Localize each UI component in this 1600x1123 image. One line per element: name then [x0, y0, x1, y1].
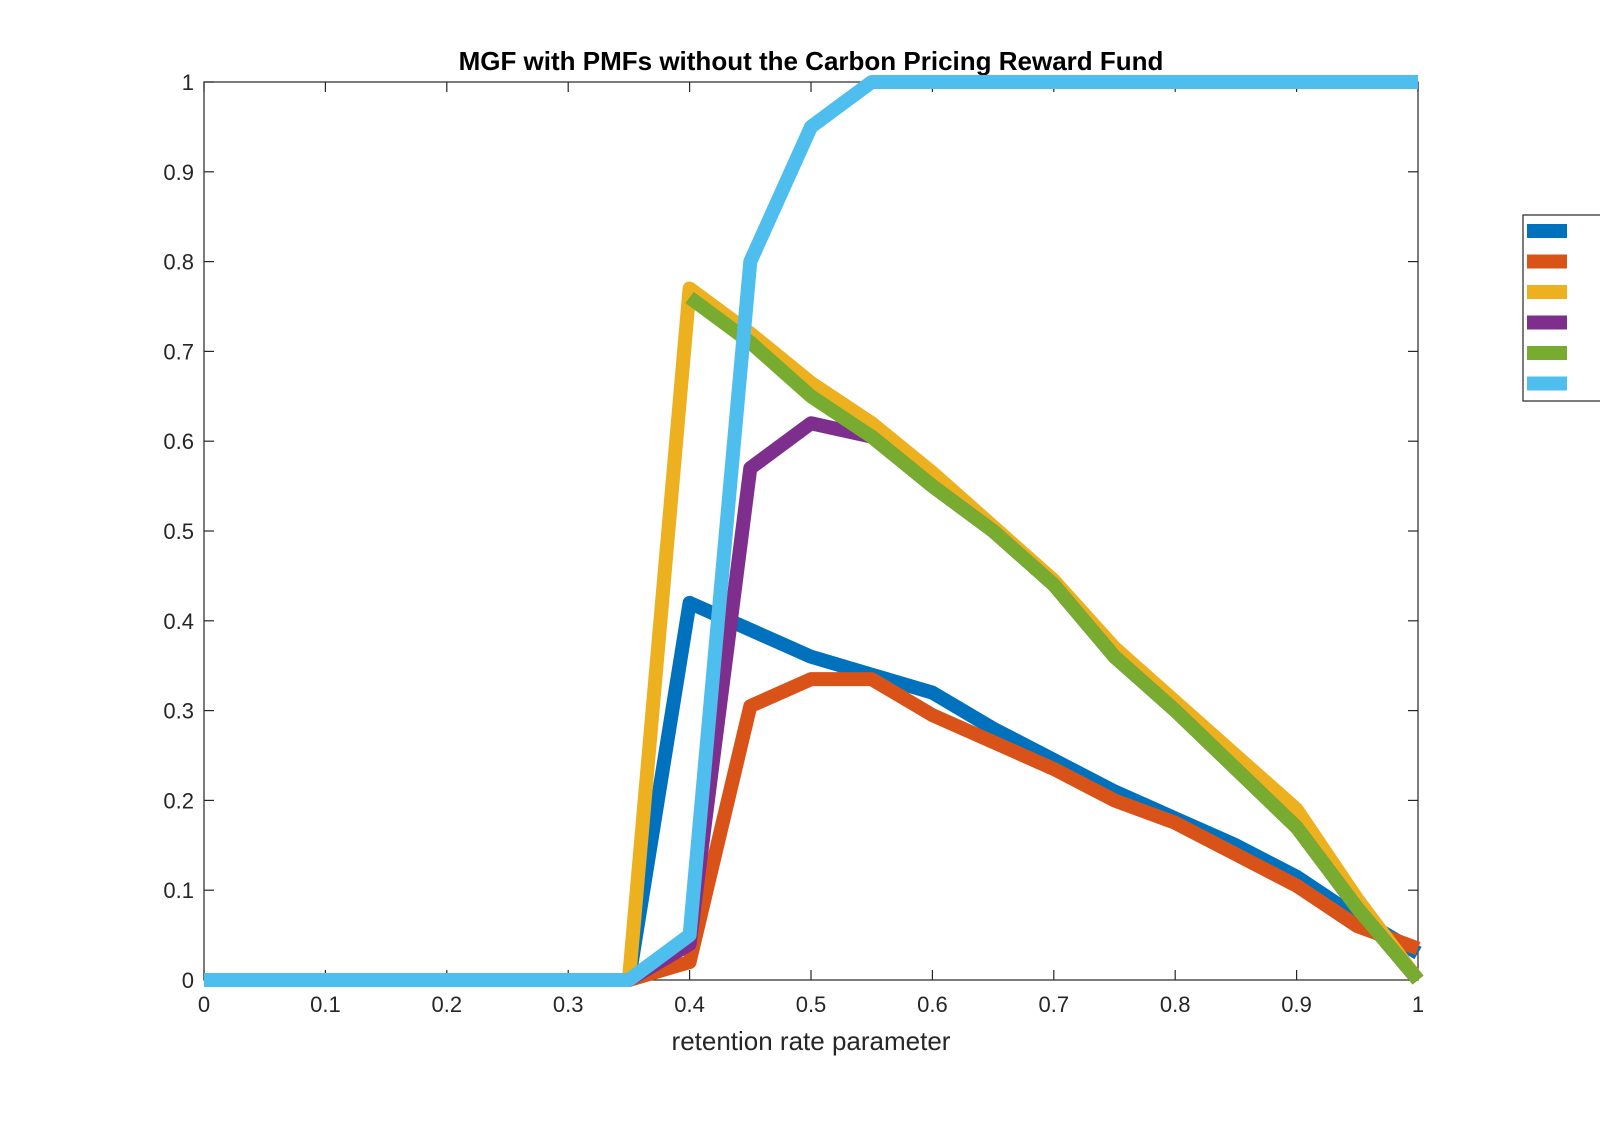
y-tick-label: 0.3 — [163, 699, 194, 724]
y-tick-label: 0.6 — [163, 429, 194, 454]
x-tick-label: 1 — [1412, 992, 1424, 1017]
x-tick-label: 0.1 — [310, 992, 341, 1017]
series-line-5 — [685, 291, 1424, 985]
y-tick-label: 0 — [182, 968, 194, 993]
y-tick-label: 0.8 — [163, 250, 194, 275]
x-tick-label: 0.2 — [432, 992, 463, 1017]
x-tick-label: 0.7 — [1039, 992, 1070, 1017]
series-line-6 — [204, 75, 1418, 987]
y-tick-label: 0.9 — [163, 160, 194, 185]
x-tick-label: 0.6 — [917, 992, 948, 1017]
y-tick-label: 1 — [182, 70, 194, 95]
legend-box — [1522, 214, 1600, 402]
x-tick-label: 0 — [198, 992, 210, 1017]
x-tick-label: 0.4 — [674, 992, 705, 1017]
x-tick-label: 0.9 — [1281, 992, 1312, 1017]
x-tick-label: 0.8 — [1160, 992, 1191, 1017]
x-axis-title: retention rate parameter — [672, 1026, 951, 1056]
y-tick-label: 0.5 — [163, 519, 194, 544]
plot-area: 0 0.1 0.2 0.3 0.4 0.5 0.6 0.7 0.8 0.9 1 0 0.1 0.2 0.3 0… — [163, 70, 1424, 1017]
y-tick-label: 0.2 — [163, 788, 194, 813]
legend — [1522, 214, 1600, 402]
x-tick-label: 0.5 — [796, 992, 827, 1017]
chart-title: MGF with PMFs without the Carbon Pricing… — [459, 46, 1164, 76]
y-tick-label: 0.4 — [163, 609, 194, 634]
x-tick-label: 0.3 — [553, 992, 584, 1017]
y-tick-label: 0.7 — [163, 339, 194, 364]
y-tick-label: 0.1 — [163, 878, 194, 903]
